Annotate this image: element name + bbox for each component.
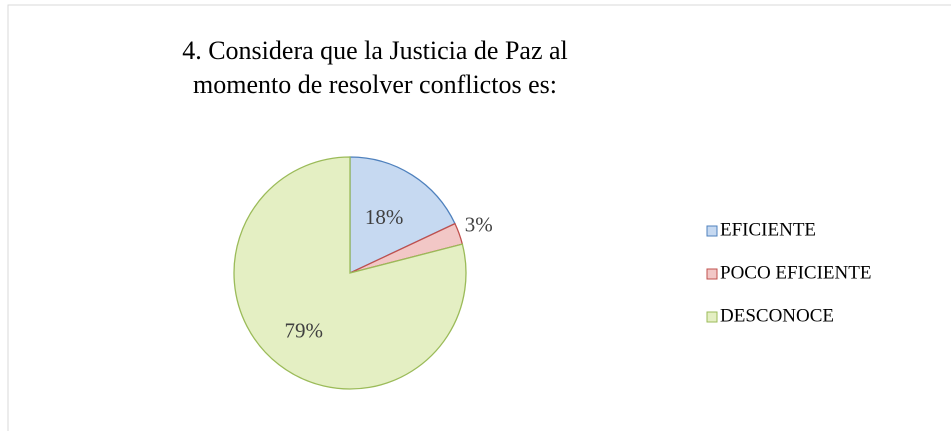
chart-frame [7, 4, 951, 431]
pie-slice [233, 156, 467, 390]
legend-label: POCO EFICIENTE [720, 262, 871, 283]
data-label: 18% [365, 205, 404, 229]
chart-title: 4. Considera que la Justicia de Paz al m… [182, 36, 568, 99]
legend-swatch [706, 311, 718, 323]
legend-label: EFICIENTE [720, 219, 816, 240]
data-label: 3% [465, 212, 493, 236]
legend-label: DESCONOCE [720, 305, 834, 326]
legend-swatch [706, 268, 718, 280]
pie-slice [349, 156, 456, 275]
data-label: 79% [285, 318, 324, 342]
legend-swatch [706, 225, 718, 237]
